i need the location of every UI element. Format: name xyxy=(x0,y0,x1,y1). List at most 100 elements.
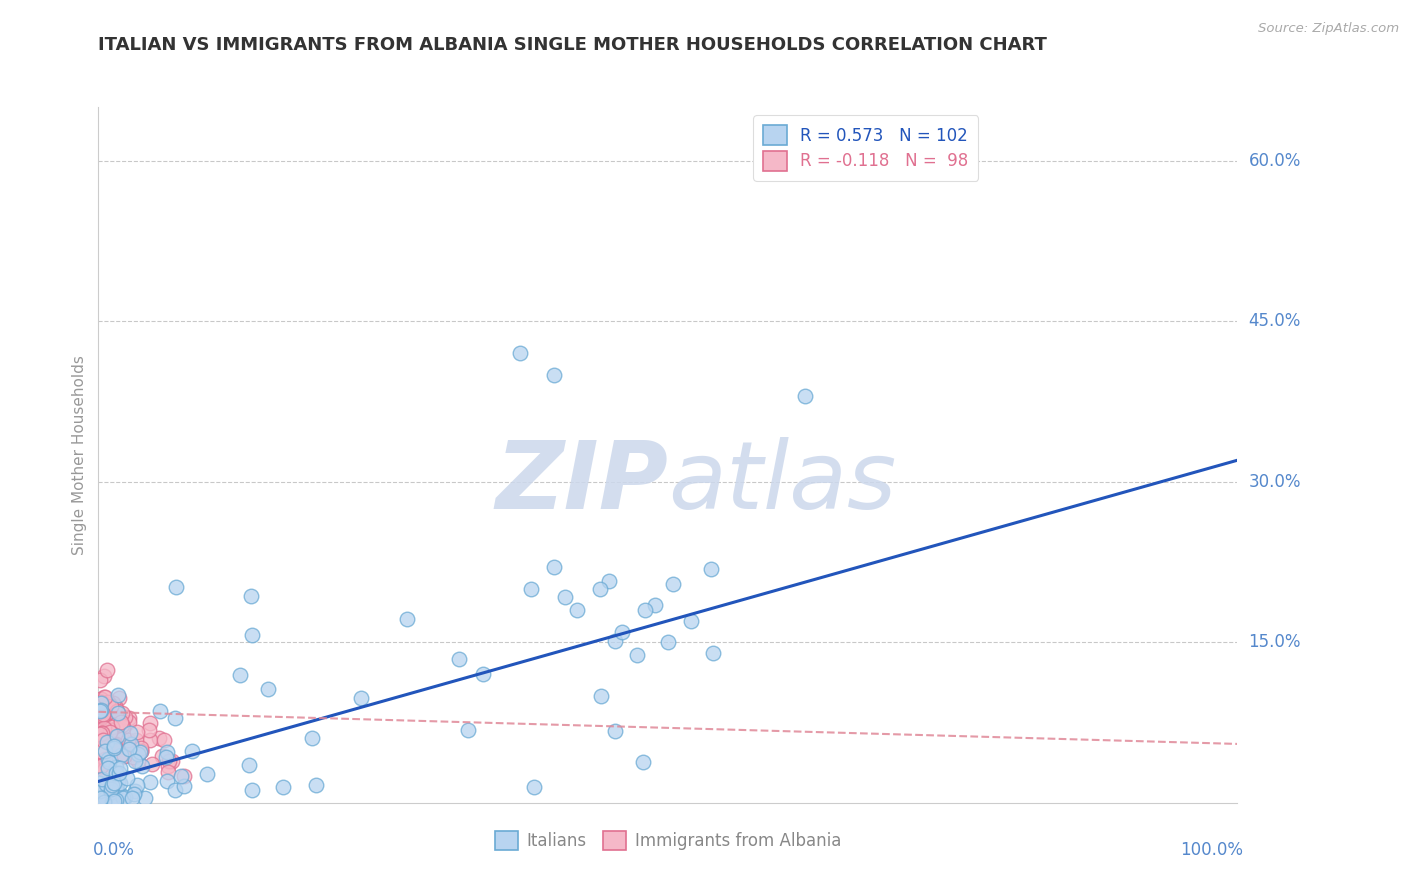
Point xyxy=(103,739,125,754)
Point xyxy=(98,756,121,770)
Point xyxy=(93,722,115,736)
Point xyxy=(90,704,112,718)
Point xyxy=(89,693,111,707)
Text: ITALIAN VS IMMIGRANTS FROM ALBANIA SINGLE MOTHER HOUSEHOLDS CORRELATION CHART: ITALIAN VS IMMIGRANTS FROM ALBANIA SINGL… xyxy=(98,36,1047,54)
Text: 100.0%: 100.0% xyxy=(1180,841,1243,859)
Point xyxy=(101,733,124,747)
Point xyxy=(240,589,263,603)
Point xyxy=(108,776,131,790)
Point xyxy=(350,691,373,706)
Point xyxy=(543,368,565,382)
Point xyxy=(107,730,129,744)
Point xyxy=(180,744,202,758)
Point xyxy=(139,775,162,789)
Point xyxy=(100,723,122,738)
Point xyxy=(101,784,124,798)
Point xyxy=(588,582,610,596)
Text: ZIP: ZIP xyxy=(495,437,668,529)
Point xyxy=(94,723,117,737)
Point xyxy=(156,745,179,759)
Point xyxy=(156,774,179,789)
Point xyxy=(89,717,111,731)
Point xyxy=(138,723,160,737)
Point xyxy=(93,704,115,718)
Point xyxy=(89,718,111,732)
Point xyxy=(89,717,111,731)
Point xyxy=(90,695,112,709)
Point xyxy=(105,760,128,774)
Point xyxy=(657,635,679,649)
Point xyxy=(101,696,124,710)
Point xyxy=(589,689,612,703)
Point xyxy=(89,727,111,741)
Point xyxy=(149,704,172,718)
Point xyxy=(94,791,117,805)
Point xyxy=(565,603,588,617)
Point xyxy=(97,761,120,775)
Point xyxy=(157,754,180,768)
Point xyxy=(139,732,162,747)
Point xyxy=(104,794,127,808)
Point xyxy=(125,733,148,747)
Y-axis label: Single Mother Households: Single Mother Households xyxy=(72,355,87,555)
Point xyxy=(91,772,114,786)
Point xyxy=(457,723,479,737)
Point xyxy=(94,752,117,766)
Point xyxy=(395,612,418,626)
Point xyxy=(108,761,131,775)
Point xyxy=(90,726,112,740)
Point xyxy=(124,754,146,768)
Point xyxy=(626,648,648,662)
Point xyxy=(124,784,146,798)
Point xyxy=(229,668,252,682)
Text: 45.0%: 45.0% xyxy=(1249,312,1301,330)
Point xyxy=(170,769,193,783)
Point xyxy=(305,778,328,792)
Point xyxy=(90,696,112,710)
Point xyxy=(107,738,129,752)
Point xyxy=(173,779,195,793)
Point xyxy=(96,756,118,770)
Point xyxy=(157,765,180,780)
Point xyxy=(165,581,187,595)
Point xyxy=(257,681,280,696)
Point xyxy=(97,731,120,745)
Point xyxy=(634,603,657,617)
Point xyxy=(110,787,132,801)
Point xyxy=(96,663,118,677)
Text: 15.0%: 15.0% xyxy=(1249,633,1301,651)
Point xyxy=(89,706,111,721)
Point xyxy=(89,776,111,790)
Point xyxy=(122,747,145,761)
Point xyxy=(104,782,127,797)
Point xyxy=(96,707,118,722)
Point xyxy=(240,782,263,797)
Point xyxy=(94,744,117,758)
Point xyxy=(97,752,120,766)
Point xyxy=(89,673,111,688)
Point xyxy=(105,704,128,718)
Point xyxy=(93,669,115,683)
Point xyxy=(520,582,543,596)
Point xyxy=(114,710,136,724)
Point xyxy=(91,733,114,747)
Point xyxy=(101,733,124,747)
Point xyxy=(90,703,112,717)
Point xyxy=(104,766,127,780)
Point xyxy=(104,698,127,713)
Point xyxy=(115,737,138,751)
Point xyxy=(107,691,129,706)
Point xyxy=(131,759,153,773)
Point xyxy=(702,646,724,660)
Point xyxy=(104,739,127,753)
Point xyxy=(605,634,627,648)
Point xyxy=(129,744,152,758)
Point xyxy=(93,697,115,711)
Point xyxy=(118,742,141,756)
Point xyxy=(110,747,132,762)
Point xyxy=(90,759,112,773)
Point xyxy=(97,705,120,719)
Point xyxy=(163,783,186,797)
Point xyxy=(98,735,121,749)
Point xyxy=(90,791,112,805)
